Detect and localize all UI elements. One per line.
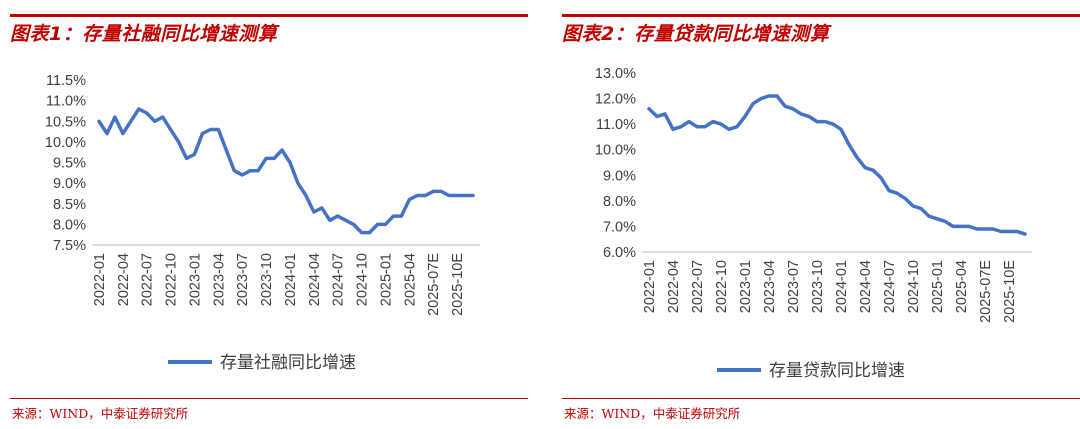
x-tick-label: 2023-07 [235,253,251,306]
x-tick-label: 2025-01 [930,260,946,313]
chart-area: 7.5% 8.0% 8.5% 9.0% 9.5% 10.0% 10.5% 11.0% 11.5%… [45,73,480,373]
source-rule [562,398,1080,399]
x-tick-label: 2022-01 [92,253,108,306]
x-tick-label: 2024-01 [834,260,850,313]
y-tick-label: 9.0% [603,168,636,184]
x-tick-label: 2025-04 [954,260,970,313]
series-line [97,107,475,235]
x-tick-label: 2025-10E [1002,260,1018,323]
right-chart-panel: 图表2：存量贷款同比增速测算 6.0% 7.0% 8.0% 9.0% 10.0% 11.0… [562,0,1080,429]
y-tick-label: 10.0% [595,143,636,159]
y-tick-label: 8.0% [53,217,86,233]
y-tick-label: 11.0% [596,117,636,133]
y-tick-label: 6.0% [603,245,636,261]
x-tick-label: 2024-10 [906,260,922,313]
y-tick-label: 7.5% [53,238,86,254]
x-tick-label: 2024-10 [355,253,371,306]
y-tick-label: 7.0% [603,219,636,235]
chart-area: 6.0% 7.0% 8.0% 9.0% 10.0% 11.0% 12.0% 13.0% 2022… [595,66,1032,381]
chart-title: 图表2：存量贷款同比增速测算 [562,23,830,45]
y-tick-label: 11.5% [46,73,86,89]
y-tick-label: 12.0% [595,92,636,108]
legend-label: 存量贷款同比增速 [769,361,905,381]
x-tick-label: 2024-04 [307,253,323,306]
title-rule [10,14,528,17]
x-tick-label: 2024-07 [882,260,898,313]
source-note: 来源：WIND，中泰证券研究所 [12,406,189,421]
y-tick-label: 8.5% [53,197,86,213]
source-note: 来源：WIND，中泰证券研究所 [564,406,741,421]
series-line [647,94,1027,236]
x-tick-label: 2025-04 [402,253,418,306]
y-tick-label: 10.0% [45,135,86,151]
y-tick-label: 13.0% [595,66,636,82]
x-tick-label: 2022-01 [642,260,658,313]
y-tick-label: 10.5% [45,114,86,130]
y-tick-label: 9.0% [53,176,86,192]
x-tick-label: 2023-07 [786,260,802,313]
x-tick-label: 2022-10 [714,260,730,313]
x-tick-label: 2022-04 [116,253,132,306]
x-tick-label: 2022-07 [140,253,156,306]
title-rule [562,14,1080,17]
x-tick-label: 2022-07 [690,260,706,313]
x-tick-label: 2023-10 [810,260,826,313]
chart-title: 图表1：存量社融同比增速测算 [10,23,278,45]
x-tick-label: 2023-04 [211,253,227,306]
x-tick-label: 2024-04 [858,260,874,313]
y-tick-label: 8.0% [603,194,636,210]
x-tick-label: 2023-04 [762,260,778,313]
x-tick-label: 2022-10 [164,253,180,306]
x-tick-label: 2023-01 [738,260,754,313]
x-tick-label: 2025-07E [978,260,994,323]
y-tick-label: 11.0% [46,94,86,110]
y-tick-label: 9.5% [53,156,86,172]
source-rule [10,398,528,399]
x-tick-label: 2025-10E [450,253,466,316]
x-tick-label: 2023-10 [259,253,275,306]
left-chart-panel: 图表1：存量社融同比增速测算 7.5% 8.0% 8.5% 9.0% 9.5% 10.0%… [10,0,528,429]
x-tick-label: 2024-01 [283,253,299,306]
x-tick-label: 2022-04 [666,260,682,313]
legend-label: 存量社融同比增速 [220,353,356,373]
x-tick-label: 2025-01 [378,253,394,306]
x-tick-label: 2024-07 [331,253,347,306]
x-tick-label: 2023-01 [187,253,203,306]
x-tick-label: 2025-07E [426,253,442,316]
